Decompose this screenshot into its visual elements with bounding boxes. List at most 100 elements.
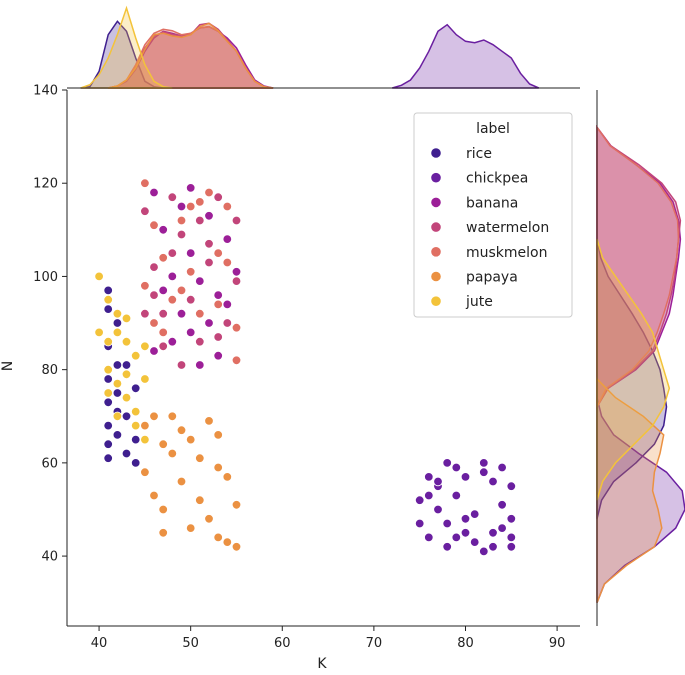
scatter-point-chickpea: [424, 472, 434, 482]
scatter-point-muskmelon: [195, 197, 205, 207]
scatter-point-muskmelon: [149, 220, 159, 230]
legend-marker-jute: [430, 295, 442, 307]
scatter-point-jute: [94, 327, 104, 338]
scatter-point-muskmelon: [222, 201, 233, 212]
scatter-point-papaya: [149, 490, 159, 501]
scatter-point-rice: [103, 453, 113, 463]
scatter-point-chickpea: [497, 500, 507, 510]
scatter-point-watermelon: [149, 262, 159, 272]
main-axes: 40 50 60 70 80 90 40 60 80 100 120 140: [33, 84, 580, 651]
scatter-point-banana: [185, 248, 196, 258]
scatter-point-chickpea: [451, 462, 462, 473]
scatter-point-watermelon: [213, 192, 223, 202]
y-tick-label: 140: [33, 84, 58, 99]
scatter-point-papaya: [213, 430, 223, 440]
x-tick-label: 50: [182, 636, 199, 651]
scatter-point-rice: [112, 360, 123, 370]
scatter-point-muskmelon: [185, 267, 196, 277]
scatter-point-chickpea: [460, 528, 471, 538]
top-marginal-kde: [67, 5, 580, 89]
y-tick-label: 120: [33, 177, 58, 192]
scatter-point-muskmelon: [176, 285, 187, 296]
right-kde-jute: [596, 238, 671, 501]
scatter-point-muskmelon: [158, 327, 168, 338]
scatter-point-chickpea: [424, 532, 434, 543]
scatter-point-jute: [103, 388, 113, 398]
legend-marker-muskmelon: [430, 246, 442, 258]
scatter-point-chickpea: [506, 514, 517, 524]
scatter-point-papaya: [167, 448, 178, 459]
scatter-point-jute: [112, 378, 123, 389]
scatter-point-watermelon: [195, 215, 205, 226]
scatter-point-banana: [195, 360, 205, 370]
scatter-point-rice: [130, 458, 141, 468]
scatter-point-papaya: [204, 514, 214, 524]
scatter-point-jute: [112, 327, 123, 338]
legend-label-chickpea: chickpea: [466, 171, 528, 187]
scatter-point-muskmelon: [185, 201, 196, 212]
scatter-point-banana: [167, 271, 178, 282]
scatter-point-jute: [140, 434, 150, 445]
scatter-point-papaya: [231, 542, 242, 552]
scatter-point-watermelon: [176, 229, 187, 240]
scatter-point-papaya: [195, 453, 205, 463]
scatter-point-papaya: [195, 495, 205, 505]
scatter-point-rice: [103, 439, 113, 449]
scatter-point-watermelon: [204, 239, 214, 249]
x-tick-label: 40: [91, 636, 108, 651]
legend-label-muskmelon: muskmelon: [466, 245, 548, 261]
scatter-point-papaya: [204, 416, 214, 426]
scatter-point-chickpea: [479, 458, 489, 468]
scatter-point-jute: [103, 295, 113, 305]
scatter-point-watermelon: [158, 309, 168, 319]
legend-marker-watermelon: [430, 221, 442, 233]
legend-label-papaya: papaya: [466, 270, 518, 286]
scatter-point-chickpea: [460, 514, 471, 524]
scatter-point-jute: [94, 271, 104, 282]
scatter-point-chickpea: [451, 532, 462, 543]
legend-label-jute: jute: [465, 294, 493, 310]
scatter-point-chickpea: [497, 462, 507, 473]
scatter-point-banana: [204, 211, 214, 221]
x-tick-label: 90: [549, 636, 566, 651]
scatter-point-papaya: [213, 532, 223, 543]
scatter-point-rice: [103, 374, 113, 384]
scatter-point-papaya: [213, 462, 223, 473]
legend: label rice chickpea banana watermelon muskme…: [413, 112, 573, 318]
scatter-point-chickpea: [506, 481, 517, 491]
scatter-point-rice: [112, 430, 123, 440]
legend-marker-chickpea: [430, 172, 442, 184]
scatter-point-muskmelon: [213, 299, 223, 310]
scatter-point-papaya: [222, 537, 233, 547]
x-axis-label: K: [317, 656, 327, 672]
x-tick-label: 60: [274, 636, 291, 651]
scatter-point-banana: [176, 201, 187, 212]
scatter-point-chickpea: [415, 495, 425, 505]
scatter-point-muskmelon: [204, 187, 214, 198]
scatter-point-papaya: [222, 472, 233, 482]
scatter-point-banana: [222, 234, 233, 244]
scatter-point-chickpea: [497, 523, 507, 533]
legend-label-rice: rice: [466, 146, 492, 162]
legend-marker-banana: [430, 196, 442, 208]
y-tick-label: 40: [41, 550, 58, 565]
scatter-point-rice: [121, 360, 132, 370]
y-tick-label: 80: [41, 363, 58, 378]
x-tick-label: 70: [366, 636, 383, 651]
scatter-point-muskmelon: [213, 248, 223, 258]
top-kde-chickpea: [391, 23, 540, 89]
scatter-point-chickpea: [470, 509, 480, 519]
scatter-point-chickpea: [442, 542, 452, 552]
scatter-point-banana: [158, 225, 168, 235]
scatter-point-rice: [103, 397, 113, 408]
scatter-point-rice: [112, 388, 123, 398]
scatter-point-chickpea: [479, 546, 489, 557]
scatter-point-jute: [130, 406, 141, 417]
scatter-point-chickpea: [433, 504, 443, 515]
legend-marker-papaya: [430, 270, 442, 283]
scatter-point-muskmelon: [158, 253, 168, 263]
scatter-point-papaya: [140, 467, 150, 477]
scatter-point-banana: [149, 187, 159, 198]
scatter-point-muskmelon: [140, 178, 150, 188]
